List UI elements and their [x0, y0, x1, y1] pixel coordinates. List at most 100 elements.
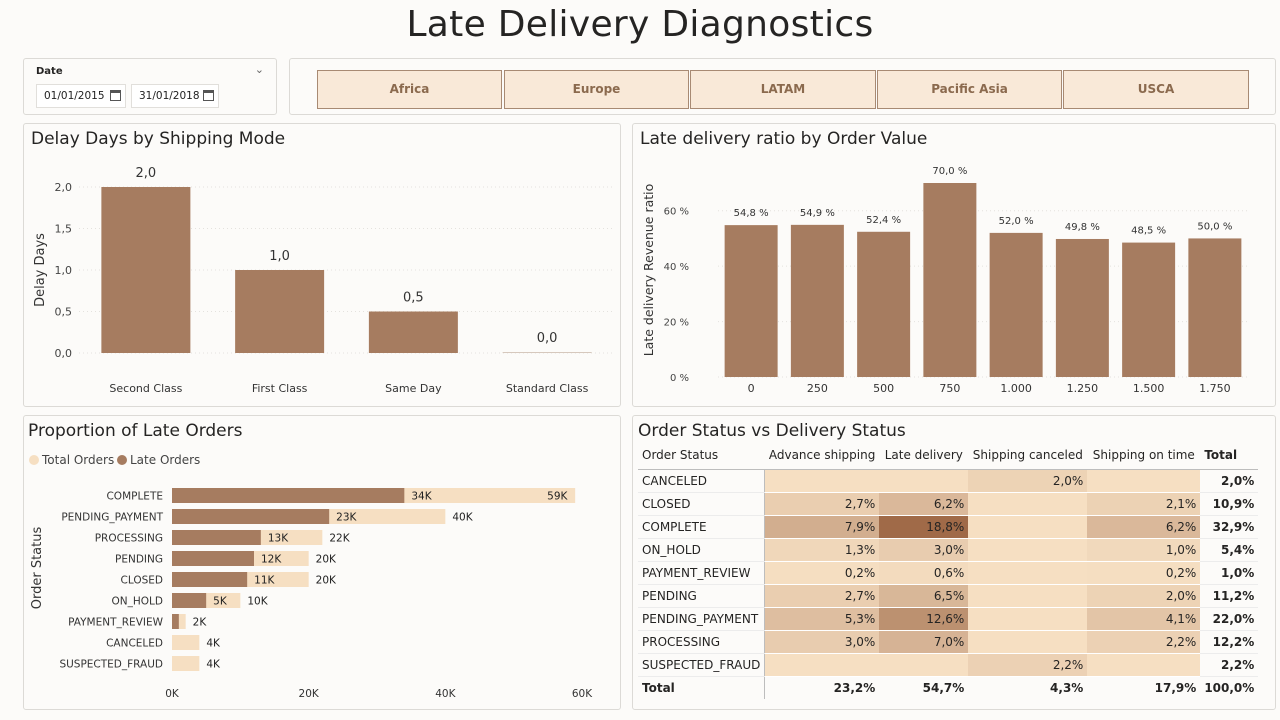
data-label-late-orders: 13K	[268, 533, 289, 545]
y-tick-label: CLOSED	[121, 575, 163, 587]
data-label: 52,0 %	[999, 216, 1034, 227]
region-button-africa[interactable]: Africa	[317, 70, 502, 109]
y-tick-label: PENDING_PAYMENT	[61, 512, 163, 524]
bar	[1055, 238, 1109, 377]
matrix-header[interactable]: Late delivery	[879, 442, 969, 470]
matrix-cell: 6,2%	[879, 492, 969, 516]
legend-label-late-orders: Late Orders	[130, 453, 200, 467]
late-orders-chart-card: Proportion of Late Orders Total Orders La…	[23, 415, 621, 710]
matrix-header[interactable]: Total	[1200, 442, 1259, 470]
y-tick-label: CANCELED	[106, 638, 163, 650]
matrix-cell	[968, 607, 1088, 631]
bar-total-orders	[172, 635, 200, 650]
matrix-cell: 2,7%	[764, 584, 880, 608]
x-tick-label: 250	[807, 382, 828, 395]
y-axis-label: Delay Days	[33, 233, 48, 307]
matrix-row-label: Total	[638, 675, 765, 699]
matrix-cell	[968, 538, 1088, 562]
matrix-header-order-status[interactable]: Order Status	[638, 442, 765, 470]
page-title: Late Delivery Diagnostics	[406, 4, 874, 45]
y-tick-label: 0,5	[55, 306, 73, 319]
matrix-row-label: COMPLETE	[638, 515, 765, 539]
x-tick-label: 1.750	[1199, 382, 1231, 395]
x-tick-label: 1.250	[1067, 382, 1099, 395]
matrix-cell	[968, 584, 1088, 608]
date-slicer: Date ⌄ 01/01/2015 31/01/2018	[23, 58, 277, 115]
x-tick-label: Same Day	[385, 382, 442, 395]
late-ratio-chart: 0 % 20 % 40 % 60 % Late delivery Revenue rat…	[641, 166, 1248, 395]
x-tick-label: 1.500	[1133, 382, 1165, 395]
data-label-late-orders: 12K	[261, 554, 282, 566]
matrix-row-total: 12,2%	[1200, 630, 1259, 654]
data-label-total-orders: 40K	[452, 512, 473, 524]
matrix-cell: 0,2%	[1087, 561, 1201, 585]
calendar-icon[interactable]	[203, 90, 214, 101]
start-date-input[interactable]: 01/01/2015	[36, 84, 126, 108]
order-delivery-matrix: Order Status Advance shipping Late deliver…	[638, 442, 1259, 699]
data-label: 50,0 %	[1197, 221, 1232, 232]
y-tick-label: 0,0	[55, 347, 73, 360]
matrix-cell: 1,3%	[764, 538, 880, 562]
data-label: 1,0	[269, 249, 290, 264]
matrix-header[interactable]: Advance shipping	[764, 442, 880, 470]
matrix-cell: 7,9%	[764, 515, 880, 539]
calendar-icon[interactable]	[110, 90, 121, 101]
matrix-cell: 5,3%	[764, 607, 880, 631]
data-label: 0,5	[403, 291, 424, 306]
matrix-cell: 17,9%	[1087, 675, 1201, 699]
end-date-input[interactable]: 31/01/2018	[131, 84, 219, 108]
delay-days-chart: 0,0 0,5 1,0 1,5 2,0 Delay Days 2,0 Second Class…	[33, 166, 614, 395]
bar-late-orders	[172, 572, 248, 587]
matrix-row-label: PROCESSING	[638, 630, 765, 654]
region-button-usca[interactable]: USCA	[1063, 70, 1249, 109]
matrix-row-total: 5,4%	[1200, 538, 1259, 562]
matrix-row: PENDING 2,7% 6,5% 2,0% 11,2%	[638, 584, 1259, 608]
matrix-row: SUSPECTED_FRAUD 2,2% 2,2%	[638, 653, 1259, 677]
x-tick-label: 60K	[572, 688, 593, 700]
matrix-row: CLOSED 2,7% 6,2% 2,1% 10,9%	[638, 492, 1259, 516]
y-tick-label: 1,0	[55, 264, 73, 277]
data-label-late-orders: 23K	[336, 512, 357, 524]
matrix-title: Order Status vs Delivery Status	[638, 421, 906, 441]
bar	[790, 224, 844, 377]
matrix-cell: 1,0%	[1087, 538, 1201, 562]
data-label: 70,0 %	[932, 166, 967, 177]
y-tick-label: 2,0	[55, 181, 73, 194]
y-tick-label: 20 %	[664, 318, 689, 329]
matrix-header[interactable]: Shipping canceled	[968, 442, 1088, 470]
matrix-row-total: 32,9%	[1200, 515, 1259, 539]
matrix-cell	[968, 561, 1088, 585]
matrix-cell: 2,1%	[1087, 492, 1201, 516]
matrix-cell: 6,5%	[879, 584, 969, 608]
delay-days-chart-title: Delay Days by Shipping Mode	[31, 129, 286, 149]
end-date-value: 31/01/2018	[139, 90, 200, 102]
bar-late-orders	[172, 488, 405, 503]
region-button-pacific-asia[interactable]: Pacific Asia	[877, 70, 1062, 109]
region-button-europe[interactable]: Europe	[504, 70, 689, 109]
matrix-cell: 0,6%	[879, 561, 969, 585]
matrix-cell	[968, 630, 1088, 654]
matrix-row: CANCELED 2,0% 2,0%	[638, 469, 1259, 493]
region-button-latam[interactable]: LATAM	[690, 70, 876, 109]
matrix-cell: 2,7%	[764, 492, 880, 516]
x-tick-label: Second Class	[109, 382, 182, 395]
region-slicer: Africa Europe LATAM Pacific Asia USCA	[289, 58, 1276, 115]
matrix-cell	[879, 653, 969, 677]
chevron-down-icon[interactable]: ⌄	[254, 63, 264, 76]
matrix-header[interactable]: Shipping on time	[1087, 442, 1201, 470]
matrix-row-total: 11,2%	[1200, 584, 1259, 608]
matrix-cell: 0,2%	[764, 561, 880, 585]
x-tick-label: 750	[939, 382, 960, 395]
x-tick-label: 20K	[299, 688, 320, 700]
matrix-cell: 12,6%	[879, 607, 969, 631]
x-tick-label: 0	[748, 382, 755, 395]
legend-label-total-orders: Total Orders	[41, 453, 114, 467]
late-ratio-chart-title: Late delivery ratio by Order Value	[640, 129, 928, 149]
bar	[857, 231, 911, 377]
x-tick-label: 500	[873, 382, 894, 395]
matrix-cell	[764, 469, 880, 493]
matrix-cell	[1087, 469, 1201, 493]
data-label-total-orders: 22K	[329, 533, 350, 545]
bar	[989, 232, 1043, 377]
bar	[368, 311, 458, 353]
